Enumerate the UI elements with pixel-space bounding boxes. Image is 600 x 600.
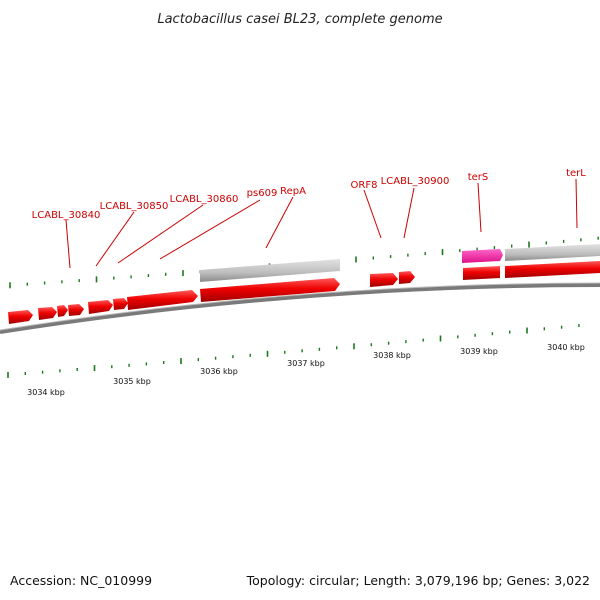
genome-summary-text: Topology: circular; Length: 3,079,196 bp… — [246, 573, 590, 588]
gene-arrow — [127, 290, 198, 310]
leader-LCABL_30900 — [403, 187, 415, 239]
map-title: Lactobacillus casei BL23, complete genom… — [157, 12, 442, 27]
feature-bars — [200, 244, 600, 282]
kbp-label-3036: 3036 kbp — [200, 367, 238, 376]
leader-terS — [477, 182, 482, 233]
terS-gene-arrow — [462, 249, 503, 263]
gene-labels: LCABL_30840 LCABL_30850 LCABL_30860 ps60… — [32, 168, 587, 221]
gene-arrow — [505, 261, 600, 278]
gene-arrow — [38, 307, 57, 320]
gene-arrow — [370, 273, 398, 287]
gene-arrow — [113, 298, 128, 310]
leader-LCABL_30860 — [117, 204, 204, 264]
kbp-label-3034: 3034 kbp — [27, 388, 65, 397]
leader-LCABL_30850 — [95, 211, 135, 267]
feature-bar-right — [505, 244, 600, 261]
gene-arrow — [463, 266, 500, 280]
gene-label-LCABL_30860: LCABL_30860 — [170, 194, 239, 205]
gene-arrow — [200, 278, 340, 302]
gene-label-terS: terS — [468, 172, 489, 183]
label-leaders — [65, 178, 578, 269]
gene-arrow — [57, 305, 68, 317]
leader-terL — [575, 178, 578, 229]
genome-backbone — [0, 283, 600, 334]
gene-arrow — [88, 300, 113, 314]
kbp-labels: 3034 kbp 3035 kbp 3036 kbp 3037 kbp 3038… — [27, 343, 585, 397]
kbp-label-3035: 3035 kbp — [113, 377, 151, 386]
gene-arrow — [399, 271, 415, 284]
leader-ORF8 — [363, 189, 382, 239]
feature-bar-left — [200, 259, 340, 282]
gene-arrow — [68, 304, 84, 316]
kbp-label-3038: 3038 kbp — [373, 351, 411, 360]
accession-text: Accession: NC_010999 — [10, 573, 152, 588]
kbp-label-3039: 3039 kbp — [460, 347, 498, 356]
leader-ps609 — [159, 199, 261, 260]
gene-label-LCABL_30900: LCABL_30900 — [381, 176, 450, 187]
leader-LCABL_30840 — [65, 219, 71, 269]
lower-tick-track — [7, 324, 580, 378]
leader-RepA — [265, 196, 294, 249]
gene-label-LCABL_30850: LCABL_30850 — [100, 201, 169, 212]
kbp-label-3040: 3040 kbp — [547, 343, 585, 352]
gene-label-ps609: ps609 — [247, 188, 278, 199]
gene-label-LCABL_30840: LCABL_30840 — [32, 210, 101, 221]
genome-backbone-highlight — [0, 282, 600, 331]
gene-track — [8, 249, 600, 324]
gene-arrow — [8, 310, 33, 324]
gene-label-RepA: RepA — [280, 186, 306, 197]
gene-label-ORF8: ORF8 — [351, 180, 378, 191]
gene-label-terL: terL — [566, 168, 586, 179]
kbp-label-3037: 3037 kbp — [287, 359, 325, 368]
